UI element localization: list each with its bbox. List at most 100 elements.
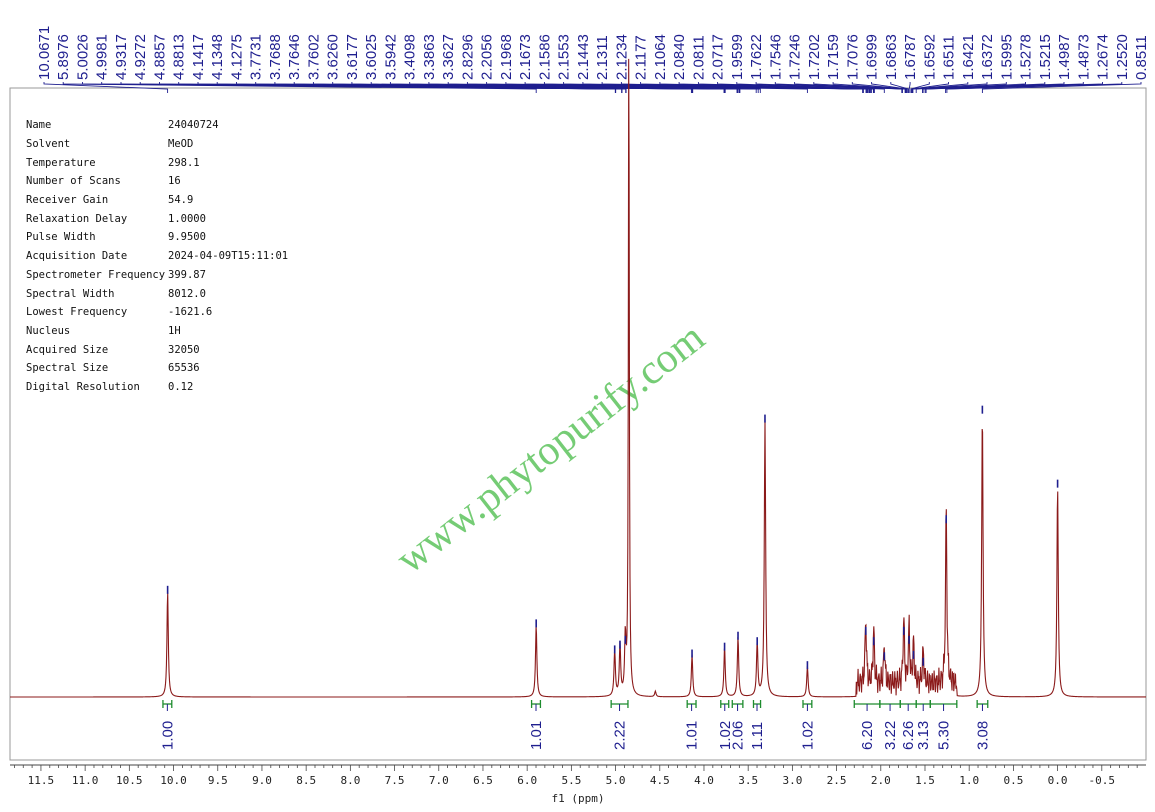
parameter-row: Number of Scans 16 bbox=[26, 172, 288, 191]
peak-leader-line bbox=[911, 82, 949, 93]
peak-label: 1.7076 bbox=[844, 34, 861, 80]
parameter-row: Acquired Size 32050 bbox=[26, 340, 288, 359]
parameter-value: -1621.6 bbox=[168, 306, 213, 319]
peak-leader-line bbox=[915, 82, 1007, 93]
parameter-name: Acquired Size bbox=[26, 343, 109, 356]
parameter-value: 1H bbox=[168, 324, 181, 337]
peak-label: 2.1443 bbox=[575, 34, 592, 80]
peak-leader-line bbox=[62, 82, 537, 93]
parameter-row: Nucleus 1H bbox=[26, 322, 288, 341]
peak-leader-line bbox=[908, 82, 911, 93]
parameter-value: 9.9500 bbox=[168, 231, 206, 244]
parameter-value: MeOD bbox=[168, 138, 194, 151]
parameter-value: 32050 bbox=[168, 343, 200, 356]
parameter-row: Pulse Width 9.9500 bbox=[26, 228, 288, 247]
parameter-value: 1.0000 bbox=[168, 212, 206, 225]
parameter-name: Nucleus bbox=[26, 324, 71, 337]
peak-label: 1.7202 bbox=[806, 34, 823, 80]
peak-label: 1.9599 bbox=[729, 34, 746, 80]
parameter-row: Spectrometer Frequency 399.87 bbox=[26, 266, 288, 285]
parameter-row: Temperature 298.1 bbox=[26, 153, 288, 172]
parameter-name: Digital Resolution bbox=[26, 380, 140, 393]
parameter-name: Solvent bbox=[26, 138, 71, 151]
peak-leader-line bbox=[832, 82, 907, 93]
peak-label: 4.9272 bbox=[132, 34, 149, 80]
peak-leader-line bbox=[774, 82, 903, 93]
peak-leader-line bbox=[466, 82, 808, 93]
peak-label: 1.7159 bbox=[825, 34, 842, 80]
parameter-name: Lowest Frequency bbox=[26, 306, 128, 319]
peak-label: 2.1673 bbox=[517, 34, 534, 80]
peak-leader-line bbox=[890, 82, 909, 93]
x-tick-label: 8.0 bbox=[340, 774, 360, 787]
peak-label: 3.6260 bbox=[325, 34, 342, 80]
parameter-name: Spectral Width bbox=[26, 287, 115, 300]
x-tick-label: 9.0 bbox=[252, 774, 272, 787]
peak-label: 0.8511 bbox=[1133, 35, 1150, 80]
parameter-name: Spectral Size bbox=[26, 362, 109, 375]
integral-label: 1.01 bbox=[528, 721, 545, 750]
x-tick-label: 2.5 bbox=[827, 774, 847, 787]
peak-label: 4.9981 bbox=[94, 34, 111, 80]
parameter-value: 24040724 bbox=[168, 119, 219, 132]
watermark-text: www.phytopurify.com bbox=[388, 314, 714, 583]
peak-label: 3.6025 bbox=[363, 34, 380, 80]
peak-label: 1.2520 bbox=[1114, 34, 1131, 80]
peak-label: 2.1064 bbox=[652, 34, 669, 80]
peak-label: 2.2056 bbox=[479, 34, 496, 80]
x-axis-title: f1 (ppm) bbox=[552, 792, 605, 805]
x-tick-label: 2.0 bbox=[871, 774, 891, 787]
peak-label: 2.1234 bbox=[613, 34, 630, 80]
peak-label: 4.1348 bbox=[209, 34, 226, 80]
peak-label: 2.8296 bbox=[459, 34, 476, 80]
peak-label: 5.8976 bbox=[55, 34, 72, 80]
peak-label: 1.7246 bbox=[787, 34, 804, 80]
peak-label: 2.0840 bbox=[671, 34, 688, 80]
x-tick-label: 4.0 bbox=[694, 774, 714, 787]
spectrum-trace bbox=[10, 58, 1146, 698]
peak-leader-line bbox=[946, 82, 1123, 93]
peak-label: 2.1177 bbox=[633, 35, 650, 80]
parameter-value: 54.9 bbox=[168, 194, 194, 207]
peak-label: 2.1311 bbox=[594, 35, 611, 80]
x-tick-label: 3.0 bbox=[782, 774, 802, 787]
integral-label: 3.08 bbox=[975, 721, 992, 750]
peak-leader-line bbox=[43, 82, 169, 93]
peak-label: 1.6863 bbox=[883, 34, 900, 80]
peak-label: 2.1968 bbox=[498, 34, 515, 80]
integral-label: 6.26 bbox=[900, 721, 917, 750]
parameter-name: Receiver Gain bbox=[26, 194, 109, 207]
peak-leader-line bbox=[911, 82, 969, 93]
x-tick-label: 9.5 bbox=[208, 774, 228, 787]
parameter-name: Relaxation Delay bbox=[26, 212, 128, 225]
peak-label: 1.6787 bbox=[902, 34, 919, 80]
x-axis: 11.5 11.0 10.5 10.0 9.5 9.0 8.5 8.0 7.5 7.0 6.5 6.0… bbox=[10, 764, 1146, 787]
integral-label: 2.22 bbox=[612, 721, 629, 750]
peak-leader-line bbox=[447, 82, 761, 93]
peak-label: 1.6372 bbox=[979, 34, 996, 80]
integral-group: 1.00 1.01 2.22 1.01 1.022.06 1.11 1.02 6.20 3.22… bbox=[159, 700, 992, 750]
integral-label: 3.13 bbox=[915, 721, 932, 750]
x-tick-label: 7.0 bbox=[429, 774, 449, 787]
parameter-row: Receiver Gain 54.9 bbox=[26, 191, 288, 210]
peak-leader-line bbox=[910, 82, 930, 93]
peak-label: 4.8857 bbox=[152, 34, 169, 80]
peak-label: 10.0671 bbox=[36, 26, 53, 80]
peak-label: 3.7646 bbox=[286, 34, 303, 80]
x-tick-label: 6.0 bbox=[517, 774, 537, 787]
parameter-name: Temperature bbox=[26, 156, 96, 169]
peak-label: 3.7731 bbox=[248, 34, 265, 80]
parameter-value: 399.87 bbox=[168, 268, 206, 281]
integral-label: 2.06 bbox=[730, 721, 747, 750]
acquisition-parameters-table: Name 24040724 Solvent MeOD Temperature 298.1 N… bbox=[26, 116, 288, 396]
peak-leader-line bbox=[925, 82, 1084, 93]
parameter-value: 8012.0 bbox=[168, 287, 206, 300]
peak-leader-line bbox=[851, 82, 908, 93]
x-tick-label: 7.5 bbox=[385, 774, 405, 787]
spectrum-trace-group bbox=[10, 58, 1146, 698]
watermark-group: www.phytopurify.com bbox=[388, 314, 714, 583]
peak-label: 1.6511 bbox=[941, 35, 958, 80]
peak-label: 3.7688 bbox=[267, 34, 284, 80]
peak-label: 5.0026 bbox=[75, 34, 92, 80]
